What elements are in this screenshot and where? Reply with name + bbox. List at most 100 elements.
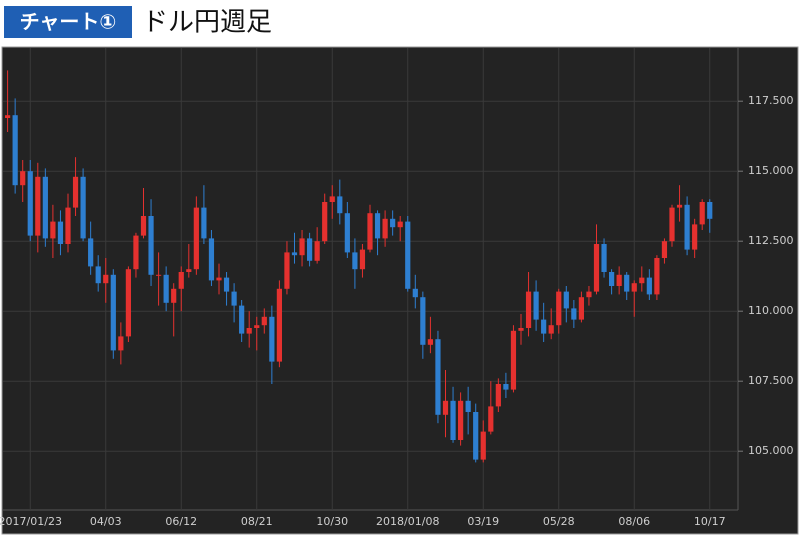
candle-body (510, 330, 517, 390)
candle-body (412, 288, 418, 298)
candle-body (571, 308, 577, 320)
candle-body (367, 213, 373, 250)
candle-body (20, 171, 26, 186)
candle-body (276, 288, 282, 362)
candle-body (382, 218, 388, 239)
candle-body (661, 241, 668, 258)
candle-body (518, 328, 524, 331)
candle-body (556, 291, 562, 326)
candle-body (216, 277, 222, 281)
candle-body (684, 204, 690, 250)
candle-body (103, 274, 109, 284)
candle-body (133, 235, 139, 270)
candle-body (699, 202, 705, 225)
candle-body (352, 252, 358, 270)
candle-body (473, 412, 479, 460)
candle-body (458, 400, 464, 440)
candle-body (239, 305, 245, 334)
candle-body (525, 291, 532, 328)
candle-body (80, 176, 86, 239)
candle-body (390, 218, 396, 228)
candle-body (435, 339, 441, 415)
candle-body (186, 269, 192, 272)
candle-body (450, 400, 456, 440)
candle-body (110, 274, 116, 351)
candle-body (707, 202, 713, 219)
candle-body (88, 238, 94, 267)
y-tick-label: 107.500 (748, 374, 794, 387)
candle-body (223, 277, 230, 292)
candle-body (12, 115, 18, 186)
badge-box (4, 6, 132, 38)
candle-body (156, 274, 162, 276)
candle-body (427, 339, 433, 345)
candle-body (178, 272, 184, 289)
candle-body (578, 297, 584, 320)
candle-body (314, 241, 320, 261)
candle-body (374, 213, 381, 239)
candle-body (593, 244, 600, 292)
y-tick-label: 112.500 (748, 234, 794, 247)
x-tick-label: 06/12 (165, 515, 197, 528)
candle-body (616, 274, 622, 286)
candle-body (631, 283, 637, 292)
candle-body (95, 266, 101, 284)
candle-body (118, 336, 124, 351)
candle-body (676, 204, 683, 208)
candle-body (57, 221, 64, 244)
candle-body (344, 213, 350, 253)
candle-body (586, 291, 592, 298)
candle-body (35, 176, 41, 236)
candle-body (503, 384, 509, 390)
candle-body (609, 272, 615, 286)
candle-body (488, 406, 494, 432)
candle-body (148, 216, 154, 275)
candle-body (329, 196, 335, 202)
candle-body (337, 196, 343, 214)
candle-body (307, 238, 313, 261)
candle-body (639, 277, 645, 284)
candle-body (299, 238, 305, 256)
candle-body (692, 224, 698, 250)
candle-body (65, 207, 71, 244)
candle-body (171, 288, 177, 303)
candle-body (405, 221, 411, 289)
x-tick-label: 08/06 (618, 515, 650, 528)
candle-body (420, 297, 426, 345)
candle-body (269, 316, 275, 362)
x-tick-label: 10/30 (316, 515, 348, 528)
candle-body (601, 244, 607, 272)
y-tick-label: 105.000 (748, 444, 794, 457)
candle-body (646, 277, 652, 295)
candle-body (669, 207, 675, 242)
candle-body (201, 207, 207, 239)
candle-body (291, 252, 298, 256)
candle-body (72, 176, 79, 208)
candle-body (442, 400, 449, 415)
candle-body (495, 384, 501, 407)
x-tick-label: 04/03 (90, 515, 122, 528)
candle-body (261, 316, 267, 326)
plot-background (1, 46, 799, 535)
candle-body (27, 171, 33, 236)
candle-body (5, 115, 11, 118)
candle-body (193, 207, 199, 270)
x-tick-label: 10/17 (694, 515, 726, 528)
candle-body (208, 238, 215, 281)
candle-body (42, 176, 48, 239)
candle-body (246, 328, 252, 334)
candle-body (397, 221, 403, 228)
candle-body (140, 216, 147, 236)
candle-body (541, 319, 547, 334)
x-tick-label: 2018/01/08 (376, 515, 439, 528)
badge: チャート① (20, 10, 117, 34)
candle-body (548, 325, 554, 334)
candle-body (563, 291, 569, 309)
chart-title: ドル円週足 (142, 8, 272, 38)
candle-body (480, 431, 486, 460)
candle-body (163, 274, 169, 303)
candle-body (322, 202, 328, 242)
x-tick-label: 08/21 (241, 515, 273, 528)
